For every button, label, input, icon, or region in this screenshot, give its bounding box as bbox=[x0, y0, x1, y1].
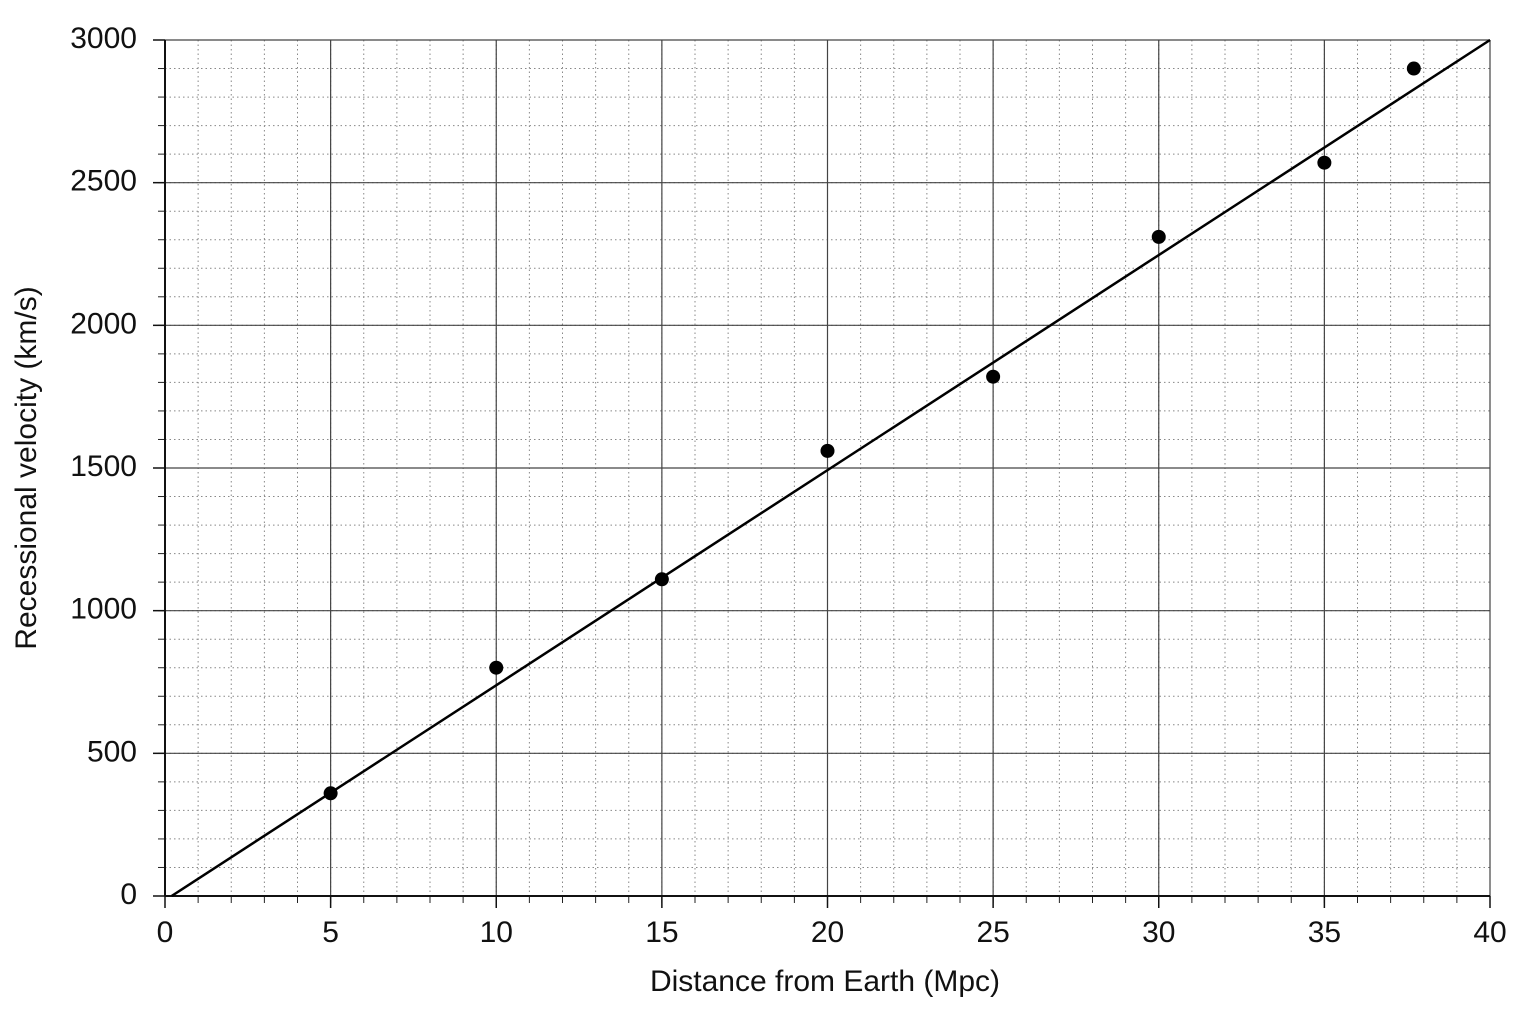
x-tick-label: 15 bbox=[645, 916, 678, 949]
data-point bbox=[1151, 229, 1166, 244]
data-point bbox=[489, 660, 504, 675]
y-tick-label: 3000 bbox=[70, 22, 137, 55]
y-tick-label: 500 bbox=[87, 735, 137, 768]
y-tick-label: 1000 bbox=[70, 593, 137, 626]
x-tick-label: 40 bbox=[1473, 916, 1506, 949]
x-tick-label: 25 bbox=[976, 916, 1009, 949]
x-tick-label: 10 bbox=[480, 916, 513, 949]
fit-line bbox=[170, 38, 1491, 898]
data-point bbox=[1406, 61, 1421, 76]
x-axis-label: Distance from Earth (Mpc) bbox=[650, 965, 1000, 998]
x-tick-label: 35 bbox=[1308, 916, 1341, 949]
y-tick-label: 1500 bbox=[70, 450, 137, 483]
data-point bbox=[1317, 155, 1332, 170]
data-point bbox=[986, 369, 1001, 384]
y-tick-label: 0 bbox=[120, 878, 137, 911]
y-tick-label: 2500 bbox=[70, 165, 137, 198]
y-tick-label: 2000 bbox=[70, 307, 137, 340]
x-tick-label: 0 bbox=[157, 916, 174, 949]
y-axis-label: Recessional velocity (km/s) bbox=[10, 286, 43, 649]
x-tick-label: 20 bbox=[811, 916, 844, 949]
x-tick-label: 30 bbox=[1142, 916, 1175, 949]
x-tick-label: 5 bbox=[322, 916, 339, 949]
data-point bbox=[820, 443, 835, 458]
